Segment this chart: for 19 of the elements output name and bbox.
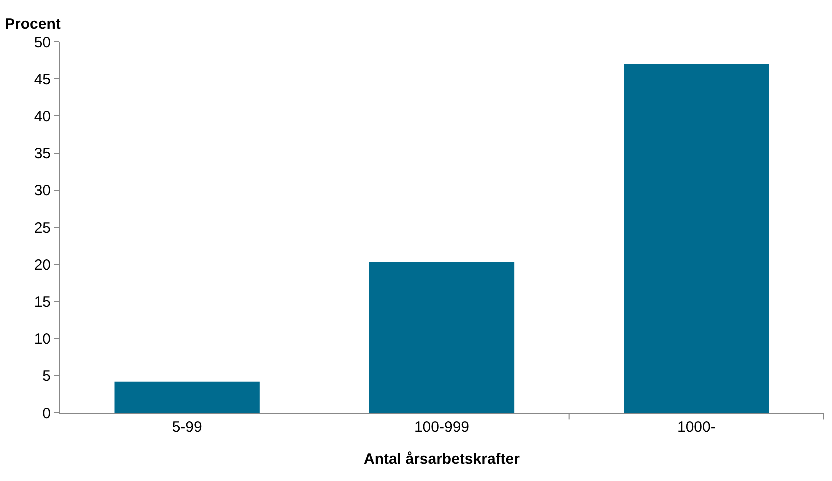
y-tick-label: 45 (34, 71, 51, 88)
y-tick-label: 5 (42, 368, 51, 386)
y-tick-label: 15 (34, 294, 51, 311)
bar (114, 382, 260, 413)
y-tick-label: 25 (34, 220, 51, 237)
y-axis-title: Procent (5, 16, 61, 33)
x-tick-label: 5-99 (172, 419, 202, 436)
x-axis-title: Antal årsarbetskrafter (364, 451, 520, 468)
bar (369, 262, 515, 413)
y-tick-label: 35 (34, 146, 51, 163)
y-tick-label: 0 (42, 405, 51, 422)
x-tick-label: 100-999 (414, 419, 470, 436)
bar (624, 64, 770, 413)
y-tick-label: 50 (34, 34, 51, 52)
x-tick-label: 1000- (677, 419, 716, 436)
y-tick-label: 30 (34, 182, 51, 200)
y-tick-label: 20 (34, 256, 51, 274)
y-tick-label: 10 (34, 331, 51, 348)
y-tick-label: 40 (34, 108, 51, 126)
